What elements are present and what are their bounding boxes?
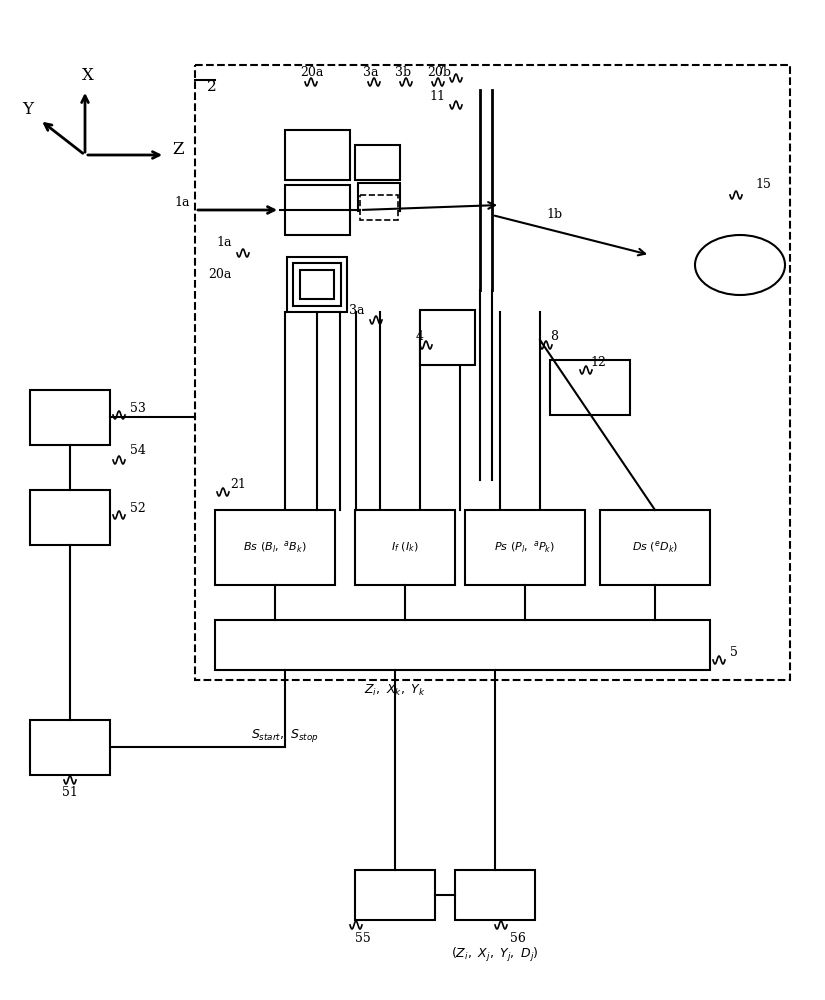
Text: $Ds\ (^eD_k)$: $Ds\ (^eD_k)$: [632, 539, 678, 555]
Text: 20a: 20a: [300, 66, 323, 80]
Text: 11: 11: [429, 91, 445, 104]
Bar: [215, 620, 710, 670]
Text: $S_{start},\ S_{stop}$: $S_{start},\ S_{stop}$: [252, 726, 318, 744]
Bar: [420, 310, 475, 365]
Bar: [285, 130, 350, 180]
Bar: [293, 263, 341, 306]
Bar: [355, 145, 400, 180]
Text: $I_f\ (I_k)$: $I_f\ (I_k)$: [391, 540, 419, 554]
Text: $Bs\ (B_l,\ ^aB_k)$: $Bs\ (B_l,\ ^aB_k)$: [243, 539, 307, 555]
Text: 3b: 3b: [395, 66, 411, 80]
Bar: [30, 720, 110, 775]
Bar: [465, 510, 585, 585]
Text: 53: 53: [130, 402, 146, 416]
Text: 55: 55: [355, 932, 371, 944]
Bar: [355, 870, 435, 920]
Text: 4: 4: [416, 330, 424, 344]
Text: 15: 15: [755, 178, 771, 192]
Text: 1a: 1a: [175, 196, 190, 209]
Text: 3a: 3a: [363, 66, 379, 80]
Bar: [215, 510, 335, 585]
Bar: [30, 490, 110, 545]
Bar: [360, 195, 398, 220]
Text: 12: 12: [590, 356, 606, 368]
Text: 54: 54: [130, 444, 146, 456]
Text: 21: 21: [230, 478, 246, 490]
Bar: [550, 360, 630, 415]
Text: 7: 7: [437, 64, 445, 77]
Text: $Z_i,\ X_k,\ Y_k$: $Z_i,\ X_k,\ Y_k$: [364, 682, 426, 698]
Text: 2: 2: [207, 80, 217, 94]
Text: 8: 8: [550, 330, 558, 344]
Text: 3a: 3a: [350, 304, 365, 316]
Text: $(Z_i,\ X_j,\ Y_j,\ D_j)$: $(Z_i,\ X_j,\ Y_j,\ D_j)$: [451, 946, 539, 964]
Bar: [358, 183, 400, 211]
Text: Z: Z: [172, 141, 184, 158]
Text: 51: 51: [62, 786, 78, 800]
Ellipse shape: [695, 235, 785, 295]
Text: 1a: 1a: [216, 236, 232, 249]
Text: 56: 56: [510, 932, 526, 944]
Text: Y: Y: [22, 102, 34, 118]
Bar: [300, 270, 334, 299]
Text: 20b: 20b: [427, 66, 451, 80]
Bar: [355, 510, 455, 585]
Bar: [30, 390, 110, 445]
Text: X: X: [82, 66, 94, 84]
Bar: [287, 257, 347, 312]
Text: 52: 52: [130, 502, 146, 516]
Bar: [600, 510, 710, 585]
Text: 20a: 20a: [209, 268, 232, 282]
Bar: [285, 185, 350, 235]
Bar: [195, 65, 790, 680]
Text: 1b: 1b: [547, 209, 563, 222]
Text: $Ps\ (P_l,\ ^aP_k)$: $Ps\ (P_l,\ ^aP_k)$: [494, 539, 555, 555]
Text: 5: 5: [730, 646, 738, 658]
Bar: [455, 870, 535, 920]
